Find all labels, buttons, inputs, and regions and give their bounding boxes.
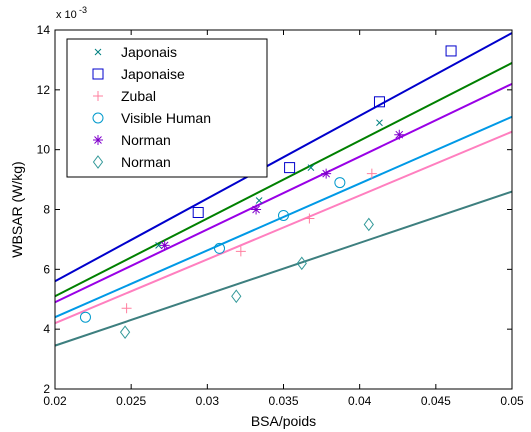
data-point-series-4 [79, 311, 91, 323]
marker-square-shape [284, 162, 296, 174]
marker-square-shape [373, 96, 385, 108]
legend-marker-2 [92, 68, 104, 80]
y-tick-label: 12 [37, 83, 51, 97]
data-point-series-4 [278, 209, 289, 221]
marker-plus-shape [304, 213, 315, 224]
x-tick-label: 0.035 [268, 394, 298, 408]
marker-square-shape [192, 206, 204, 218]
x-tick-label: 0.025 [116, 394, 146, 408]
data-point-series-2 [284, 162, 296, 174]
marker-square-shape [445, 45, 457, 57]
fit-line-series-4 [54, 115, 513, 319]
legend-label-3: Zubal [121, 88, 156, 104]
legend-label-6: Norman [121, 154, 171, 170]
x-tick-label: 0.045 [421, 394, 451, 408]
marker-star-shape [394, 129, 405, 140]
legend-marker-6 [92, 155, 104, 169]
y-tick-label: 10 [37, 143, 51, 157]
data-point-series-5 [321, 168, 332, 179]
data-points [79, 45, 457, 339]
legend: Japonais Japonaise Zubal Visible Human Norma… [66, 38, 268, 178]
marker-star-shape [251, 204, 262, 215]
data-point-series-5 [159, 240, 170, 251]
marker-star-shape [93, 135, 103, 145]
y-tick-label: 6 [43, 262, 50, 276]
legend-label-5: Norman [121, 132, 171, 148]
y-axis-title: WBSAR (W/kg) [9, 161, 25, 257]
marker-x-shape [255, 197, 263, 204]
marker-circle-shape [79, 311, 91, 323]
data-point-series-3 [304, 213, 315, 224]
legend-marker-4 [92, 112, 104, 124]
data-point-series-3 [366, 168, 377, 179]
marker-plus-shape [235, 246, 246, 257]
y-tick-label: 2 [43, 382, 50, 396]
marker-star-shape [321, 168, 332, 179]
legend-label-4: Visible Human [121, 110, 211, 126]
axis-ticks: 0.02 0.025 0.03 0.035 0.04 0.045 0.05 2 4 6 8 10 12 1… [37, 23, 524, 408]
data-point-series-2 [373, 96, 385, 108]
marker-plus-shape [121, 303, 132, 314]
data-point-series-6 [296, 256, 307, 271]
marker-circle-shape [214, 242, 226, 254]
fit-line-series-2 [54, 32, 513, 283]
legend-marker-5 [93, 135, 103, 145]
data-point-series-5 [394, 129, 405, 140]
x-tick-label: 0.04 [348, 394, 372, 408]
x-tick-label: 0.03 [196, 394, 220, 408]
x-tick-label: 0.05 [500, 394, 524, 408]
legend-box [66, 38, 268, 178]
data-point-series-6 [363, 217, 374, 232]
marker-diamond-shape [296, 256, 307, 271]
data-point-series-1 [155, 242, 162, 249]
y-tick-label: 4 [43, 322, 50, 336]
legend-marker-1 [94, 48, 102, 56]
marker-x-shape [307, 164, 315, 171]
marker-circle-shape [334, 177, 346, 189]
x-axis-title: BSA/poids [251, 413, 316, 429]
marker-plus-shape [366, 168, 377, 179]
marker-square-shape [92, 68, 104, 80]
legend-marker-3 [93, 91, 103, 101]
data-point-series-4 [214, 242, 226, 254]
marker-circle-shape [92, 112, 104, 124]
x-tick-label: 0.02 [43, 394, 67, 408]
fit-line-series-1 [54, 62, 513, 298]
marker-diamond-shape [363, 217, 374, 232]
y-tick-label: 14 [37, 23, 51, 37]
fit-line-series-6 [54, 190, 513, 347]
y-multiplier-exponent: -3 [79, 5, 87, 15]
data-point-series-1 [307, 164, 315, 171]
data-point-series-2 [445, 45, 457, 57]
y-tick-label: 8 [43, 203, 50, 217]
marker-circle-shape [278, 209, 289, 221]
marker-diamond-shape [119, 325, 131, 339]
data-point-series-1 [376, 119, 383, 127]
marker-x-shape [376, 119, 383, 127]
marker-plus-shape [93, 91, 103, 101]
marker-x-shape [155, 242, 162, 249]
marker-diamond-shape [92, 155, 104, 169]
data-point-series-6 [119, 325, 131, 339]
marker-x-shape [94, 48, 102, 56]
fit-lines [54, 32, 513, 347]
marker-star-shape [159, 240, 170, 251]
legend-label-2: Japonaise [121, 66, 185, 82]
legend-label-1: Japonais [121, 44, 177, 60]
data-point-series-5 [251, 204, 262, 215]
data-point-series-2 [192, 206, 204, 218]
fit-line-series-3 [54, 130, 513, 325]
data-point-series-3 [235, 246, 246, 257]
y-multiplier-label: x 10 [56, 9, 77, 21]
fit-line-series-5 [54, 82, 513, 304]
data-point-series-1 [255, 197, 263, 204]
data-point-series-6 [231, 289, 242, 304]
data-point-series-4 [334, 177, 346, 189]
data-point-series-3 [121, 303, 132, 314]
marker-diamond-shape [231, 289, 242, 304]
